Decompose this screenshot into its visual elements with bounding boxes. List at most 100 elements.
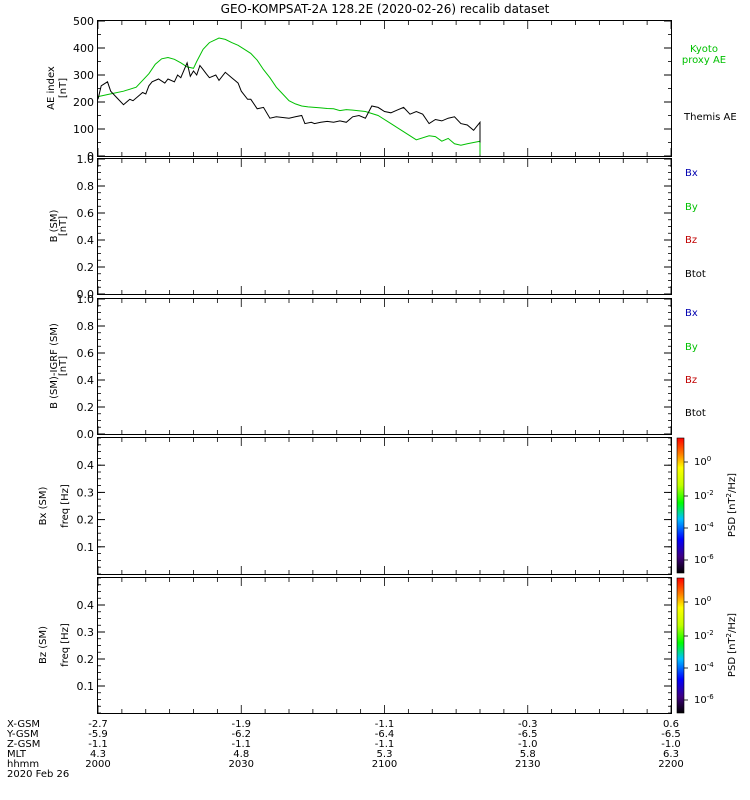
y-tick-label: 0 — [87, 150, 94, 163]
x-annotation-row-label: 2020 Feb 26 — [7, 769, 69, 780]
y-tick-label: 300 — [73, 69, 94, 82]
y-tick-label: 200 — [73, 96, 94, 109]
b-igrf-panel-frame — [97, 298, 672, 435]
legend-kyoto: Kyoto — [690, 44, 718, 55]
legend-by-igrf: By — [685, 342, 698, 353]
x-annotation-value: 2100 — [372, 759, 397, 770]
colorbar-tick-label: 10-6 — [694, 553, 714, 566]
y-tick-label: 0.2 — [77, 401, 95, 414]
x-annotation-value: 4.8 — [233, 749, 249, 760]
x-annotation-value: -1.1 — [375, 719, 395, 730]
legend-themis-ae: Themis AE — [683, 112, 737, 123]
y-tick-labels: 01002003004005000.00.20.40.60.81.00.00.2… — [73, 15, 94, 693]
colorbar-tick-labels: 100 10-2 10-4 10-6 100 10-2 10-4 10-6 — [684, 455, 714, 706]
x-annotation-value: -1.0 — [661, 739, 681, 750]
y-tick-label: 0.0 — [77, 288, 95, 301]
themis-ae-line — [97, 61, 481, 143]
y-tick-label: 1.0 — [77, 293, 95, 306]
colorbar-tick-label: 10-2 — [694, 489, 714, 502]
legend-btot-igrf: Btot — [685, 408, 706, 419]
x-annotation-value: -1.0 — [518, 739, 538, 750]
colorbar-tick-label: 100 — [694, 455, 711, 468]
x-annotation-row-label: MLT — [7, 749, 27, 760]
x-annotation-value: -1.9 — [231, 719, 251, 730]
y-tick-label: 0.0 — [77, 428, 95, 441]
y-tick-label: 0.8 — [77, 180, 95, 193]
x-annotation-value: -1.1 — [88, 739, 108, 750]
bx-spec-yunit: freq [Hz] — [60, 484, 71, 528]
b-igrf-yunit: [nT] — [58, 356, 69, 376]
chart-title: GEO-KOMPSAT-2A 128.2E (2020-02-26) recal… — [221, 2, 550, 16]
x-annotation-value: 0.6 — [663, 719, 679, 730]
colorbar-tick-label: 100 — [694, 595, 711, 608]
x-annotation-value: -1.1 — [375, 739, 395, 750]
colorbar-tick-label: 10-4 — [694, 661, 714, 674]
legend-proxy-ae: proxy AE — [682, 55, 726, 66]
y-tick-label: 0.3 — [77, 626, 95, 639]
b-sm-yunit: [nT] — [58, 216, 69, 236]
x-annotation-value: -6.4 — [375, 729, 395, 740]
bz-spectrogram-frame — [97, 577, 672, 714]
legend-bz-igrf: Bz — [685, 375, 697, 386]
bx-colorbar-label: PSD [nT2/Hz] — [725, 473, 738, 537]
kyoto-proxy-ae-line — [97, 37, 481, 155]
y-tick-label: 0.4 — [77, 374, 95, 387]
y-tick-label: 0.6 — [77, 207, 95, 220]
y-tick-label: 0.4 — [77, 234, 95, 247]
x-annotation-value: 2000 — [85, 759, 110, 770]
y-tick-label: 0.4 — [77, 599, 95, 612]
x-annotation-row-label: Z-GSM — [7, 739, 40, 750]
y-tick-label: 0.1 — [77, 680, 95, 693]
y-tick-label: 0.3 — [77, 486, 95, 499]
x-annotation-value: -6.5 — [518, 729, 538, 740]
colorbar-tick-label: 10-6 — [694, 693, 714, 706]
y-tick-label: 100 — [73, 123, 94, 136]
y-tick-label: 1.0 — [77, 153, 95, 166]
x-annotation-value: 2130 — [515, 759, 540, 770]
y-tick-label: 500 — [73, 15, 94, 28]
legend-bx-igrf: Bx — [685, 308, 698, 319]
bz-spec-ylabel: Bz (SM) — [38, 626, 49, 664]
legend-by: By — [685, 202, 698, 213]
x-annotation-row-label: Y-GSM — [6, 729, 39, 740]
y-tick-label: 0.6 — [77, 347, 95, 360]
x-annotation-value: 4.3 — [90, 749, 106, 760]
x-annotation-value: 5.3 — [377, 749, 393, 760]
x-annotation-value: 2030 — [229, 759, 254, 770]
bx-spectrogram-frame — [97, 437, 672, 575]
bx-spec-ylabel: Bx (SM) — [38, 487, 49, 526]
x-annotation-value: -5.9 — [88, 729, 108, 740]
colorbar-tick-label: 10-2 — [694, 629, 714, 642]
bz-spec-yunit: freq [Hz] — [60, 623, 71, 667]
b-sm-ylabel: B (SM) — [49, 209, 60, 242]
x-annotation-value: 6.3 — [663, 749, 679, 760]
y-tick-label: 0.2 — [77, 653, 95, 666]
x-annotation-value: -0.3 — [518, 719, 538, 730]
legend-bx: Bx — [685, 168, 698, 179]
y-tick-label: 0.8 — [77, 320, 95, 333]
y-tick-label: 0.4 — [77, 459, 95, 472]
b-sm-panel-frame — [97, 158, 672, 295]
legend-btot: Btot — [685, 269, 706, 280]
x-annotation-value: -6.2 — [231, 729, 251, 740]
b-igrf-ylabel: B (SM)-IGRF (SM) — [49, 323, 60, 409]
colorbar-tick-label: 10-4 — [694, 521, 714, 534]
bz-colorbar — [676, 577, 685, 714]
x-annotation-row-label: X-GSM — [7, 719, 40, 730]
ae-panel-frame — [97, 20, 672, 157]
y-tick-label: 400 — [73, 42, 94, 55]
y-tick-label: 0.2 — [77, 261, 95, 274]
bx-colorbar — [676, 437, 685, 574]
x-annotation-value: 5.8 — [520, 749, 536, 760]
x-annotation-value: -2.7 — [88, 719, 108, 730]
x-annotation-row-label: hhmm — [7, 759, 39, 770]
ae-ylabel: AE index — [46, 66, 57, 110]
legend-bz: Bz — [685, 235, 697, 246]
x-annotation-value: -1.1 — [231, 739, 251, 750]
y-tick-label: 0.1 — [77, 541, 95, 554]
x-annotation-value: -6.5 — [661, 729, 681, 740]
axis-ticks — [97, 20, 672, 714]
ae-yunit: [nT] — [58, 78, 69, 98]
